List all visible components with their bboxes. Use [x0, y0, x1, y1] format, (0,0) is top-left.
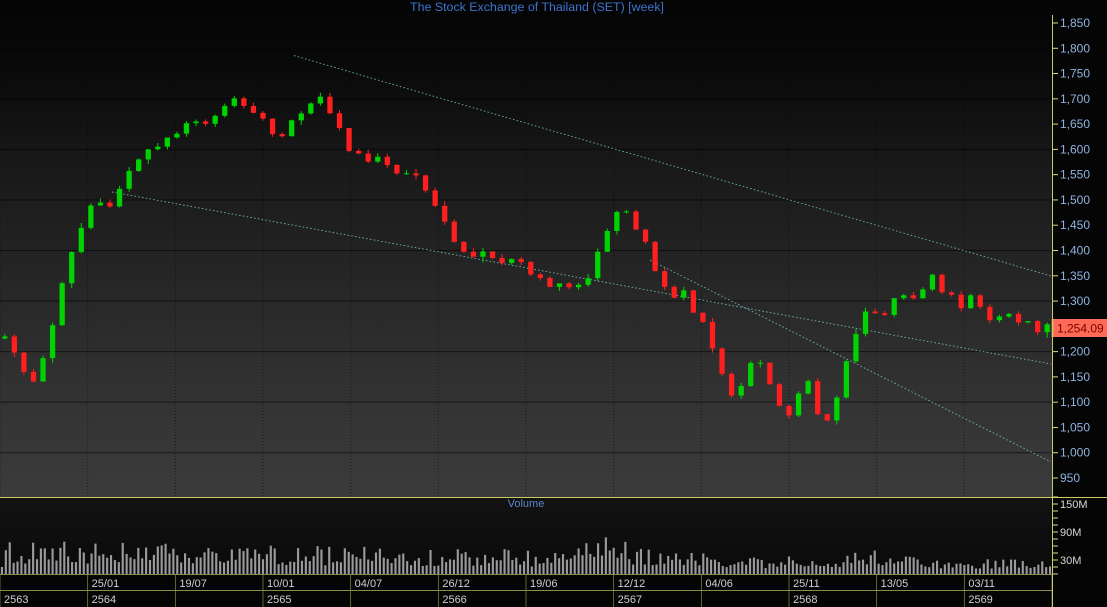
svg-text:1,450: 1,450	[1060, 218, 1090, 232]
svg-text:04/07: 04/07	[355, 578, 383, 590]
svg-text:12/12: 12/12	[618, 578, 646, 590]
svg-text:1,150: 1,150	[1060, 370, 1090, 384]
svg-text:1,200: 1,200	[1060, 345, 1090, 359]
svg-text:03/11: 03/11	[968, 578, 995, 590]
svg-text:150M: 150M	[1060, 499, 1088, 511]
svg-text:2567: 2567	[618, 594, 642, 606]
svg-text:1,550: 1,550	[1060, 168, 1090, 182]
svg-text:2564: 2564	[92, 594, 116, 606]
svg-text:2568: 2568	[793, 594, 817, 606]
svg-text:2566: 2566	[442, 594, 466, 606]
svg-text:2563: 2563	[4, 594, 28, 606]
svg-text:26/12: 26/12	[442, 578, 470, 590]
svg-text:1,050: 1,050	[1060, 420, 1090, 434]
svg-text:19/07: 19/07	[179, 578, 207, 590]
svg-text:1,254.09: 1,254.09	[1057, 321, 1104, 335]
svg-text:25/11: 25/11	[793, 578, 820, 590]
svg-text:10/01: 10/01	[267, 578, 295, 590]
svg-text:1,650: 1,650	[1060, 117, 1090, 131]
svg-text:1,400: 1,400	[1060, 244, 1090, 258]
svg-text:1,000: 1,000	[1060, 446, 1090, 460]
svg-text:Volume: Volume	[508, 498, 545, 510]
svg-text:30M: 30M	[1060, 555, 1081, 567]
svg-text:1,500: 1,500	[1060, 193, 1090, 207]
svg-text:1,300: 1,300	[1060, 294, 1090, 308]
svg-text:1,750: 1,750	[1060, 67, 1090, 81]
svg-text:950: 950	[1060, 471, 1080, 485]
svg-text:1,600: 1,600	[1060, 142, 1090, 156]
svg-text:1,100: 1,100	[1060, 395, 1090, 409]
svg-text:13/05: 13/05	[881, 578, 909, 590]
svg-text:1,350: 1,350	[1060, 269, 1090, 283]
svg-text:2569: 2569	[968, 594, 992, 606]
svg-text:1,800: 1,800	[1060, 41, 1090, 55]
svg-text:1,700: 1,700	[1060, 92, 1090, 106]
svg-text:2565: 2565	[267, 594, 291, 606]
svg-text:04/06: 04/06	[705, 578, 733, 590]
svg-text:19/06: 19/06	[530, 578, 558, 590]
svg-text:The Stock Exchange of Thailand: The Stock Exchange of Thailand (SET) [we…	[410, 0, 664, 14]
svg-text:1,850: 1,850	[1060, 16, 1090, 30]
svg-text:25/01: 25/01	[92, 578, 120, 590]
svg-text:90M: 90M	[1060, 527, 1081, 539]
